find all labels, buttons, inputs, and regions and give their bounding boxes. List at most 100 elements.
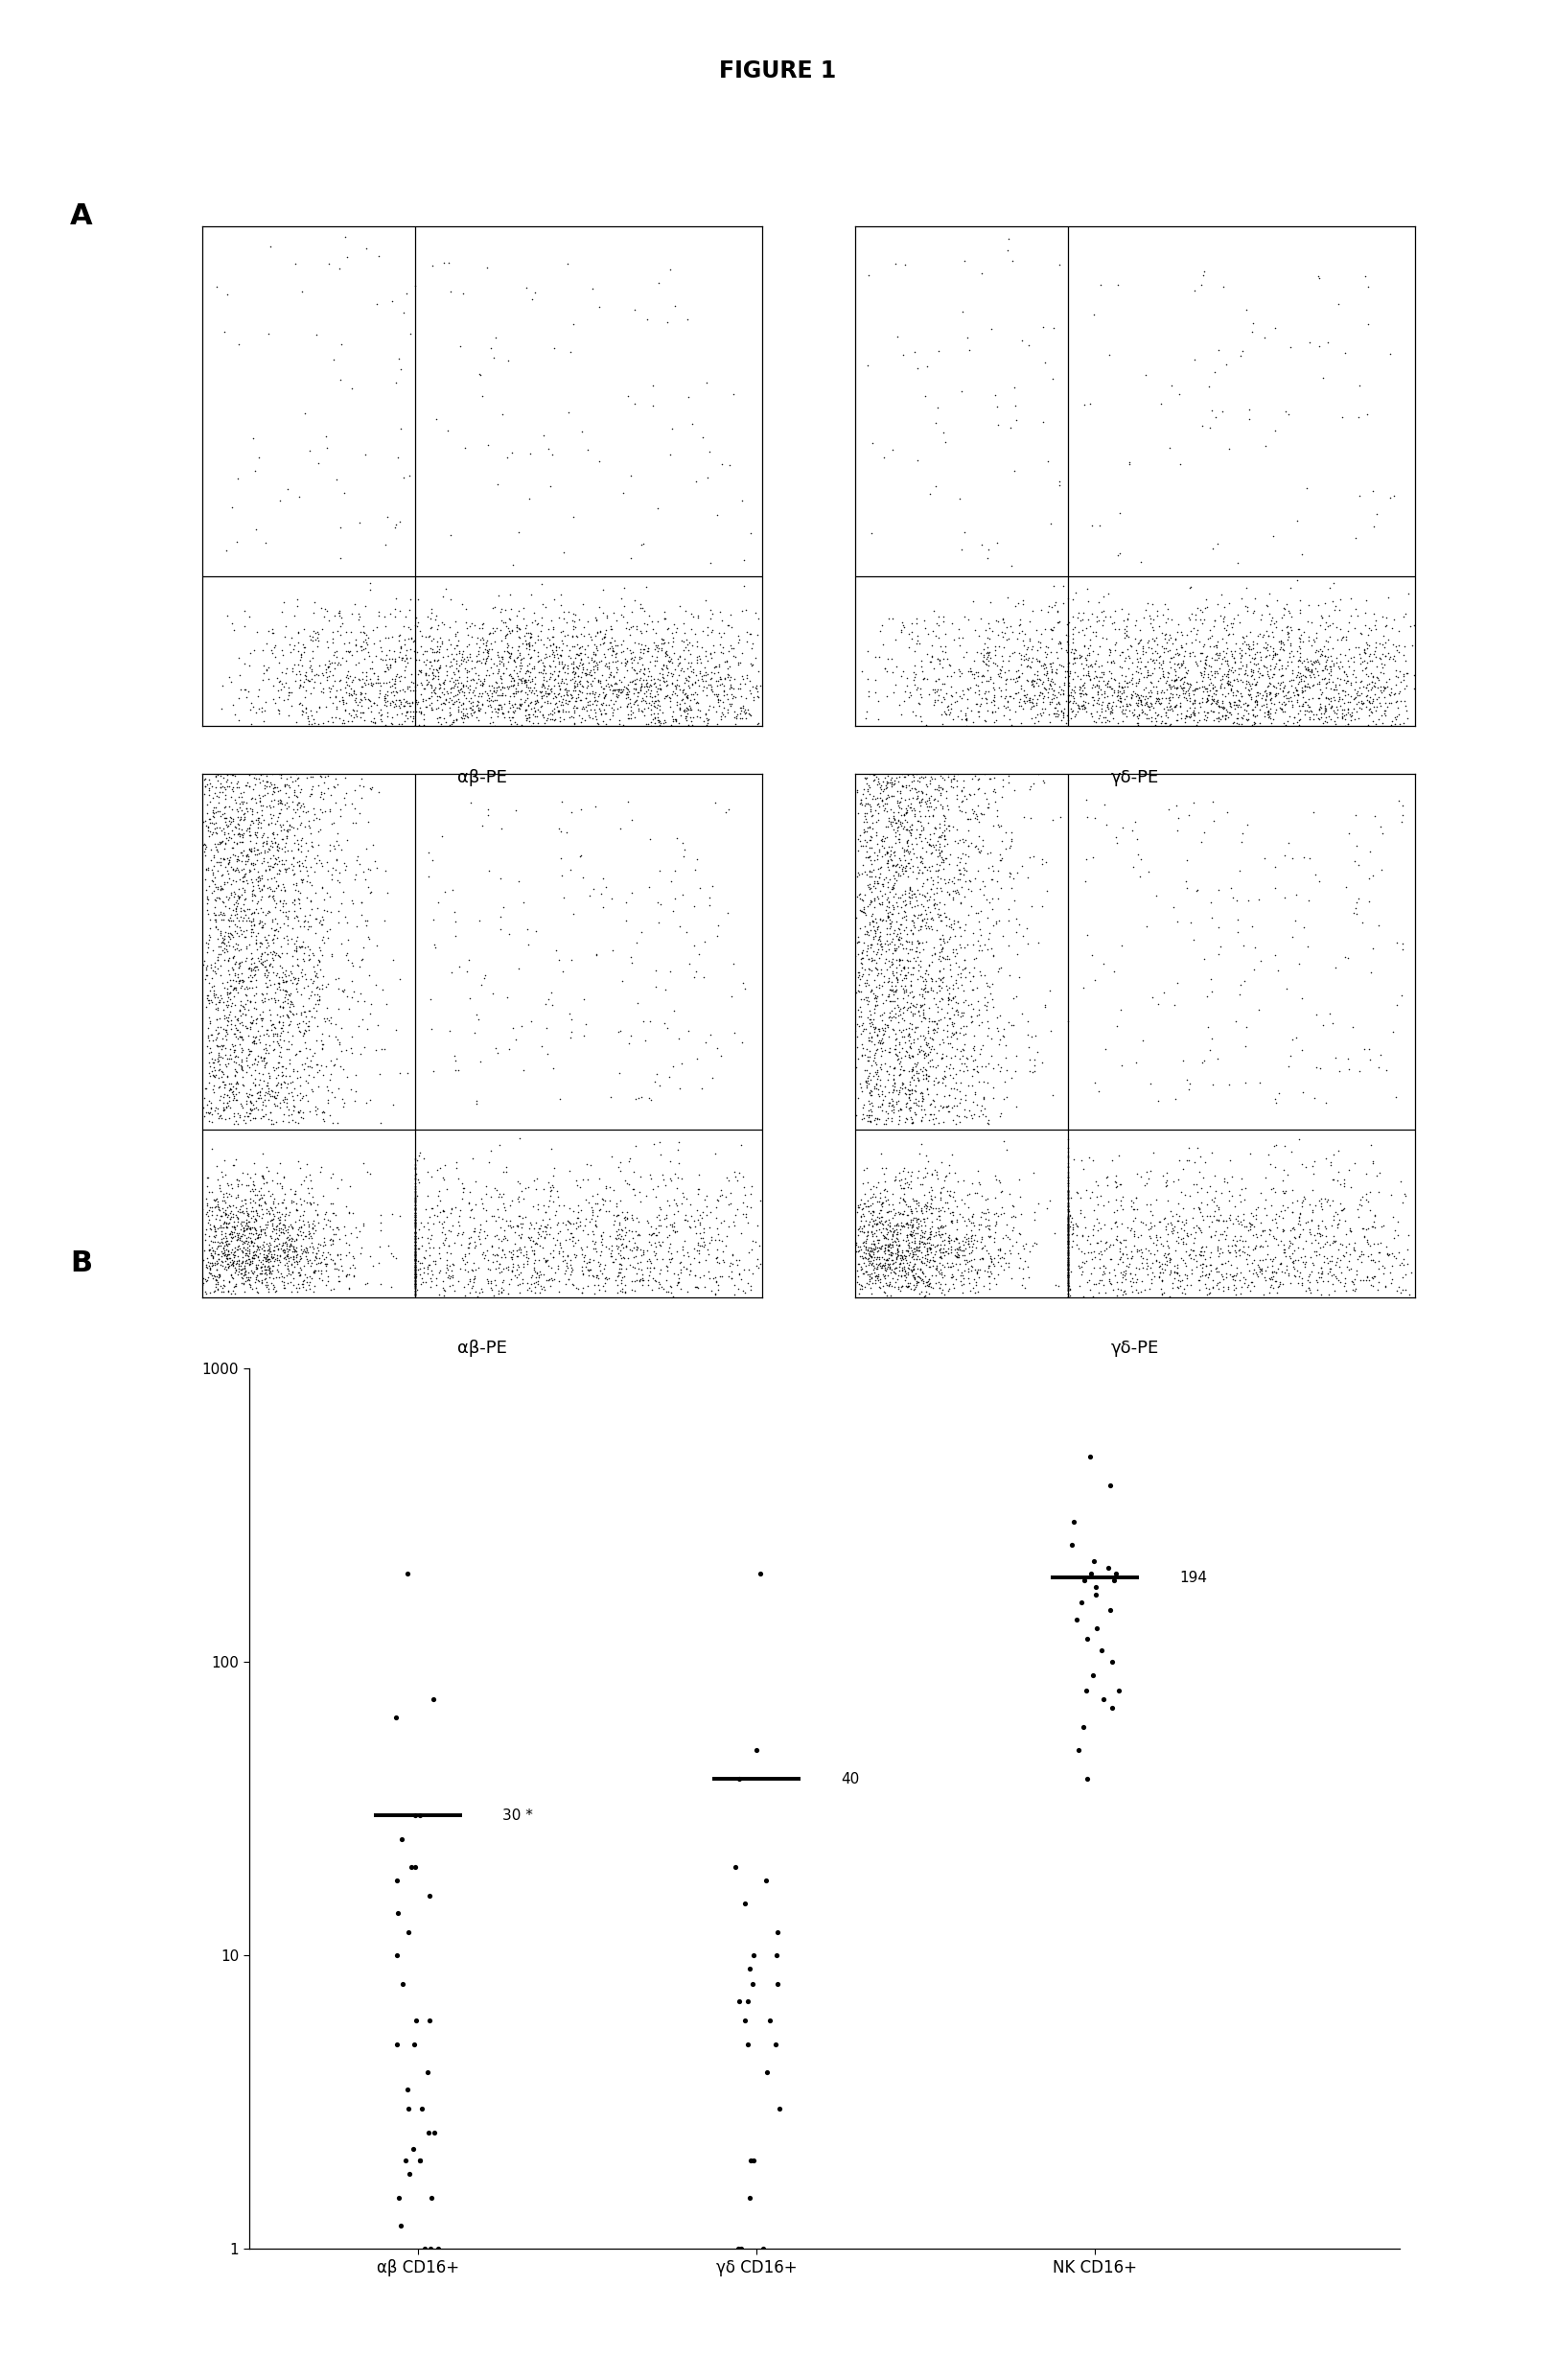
Point [325,643,350,681]
Point [908,1259,933,1297]
Point [944,1238,969,1276]
Point [1322,671,1347,709]
Point [1292,1245,1317,1283]
Point [936,940,961,978]
Point [1148,638,1172,676]
Point [205,1226,230,1264]
Point [510,685,535,724]
Point [348,973,373,1011]
Point [543,628,568,666]
Point [868,900,893,938]
Point [280,938,305,976]
Point [353,1085,378,1123]
Point [403,1226,428,1264]
Point [967,1259,992,1297]
Point [885,1230,910,1269]
Point [930,790,955,828]
Point [541,666,566,704]
Point [1084,1609,1109,1647]
Point [1171,678,1196,716]
Point [1306,1207,1331,1245]
Point [972,638,997,676]
Point [1144,683,1169,721]
Point [202,1219,227,1257]
Point [1317,619,1342,657]
Point [384,505,409,543]
Point [221,1207,246,1245]
Point [949,995,973,1033]
Point [625,674,650,712]
Point [258,226,283,264]
Point [854,978,879,1016]
Point [998,1235,1023,1273]
Point [903,1081,928,1119]
Point [513,614,538,652]
Point [331,971,356,1009]
Point [216,1078,241,1116]
Point [288,635,313,674]
Point [1042,609,1067,647]
Point [286,1104,311,1142]
Point [600,643,625,681]
Point [889,1195,914,1233]
Point [476,797,501,835]
Point [347,795,372,833]
Point [863,1045,888,1083]
Point [1138,1264,1163,1302]
Point [857,1090,882,1128]
Point [1082,645,1107,683]
Point [1120,1273,1144,1311]
Point [1106,704,1130,743]
Point [594,612,619,650]
Point [219,1209,244,1247]
Point [196,1226,221,1264]
Point [403,1207,428,1245]
Point [398,631,423,669]
Point [921,1269,945,1307]
Point [1135,643,1160,681]
Point [1211,588,1236,626]
Point [264,1102,289,1140]
Point [1084,666,1109,704]
Point [286,881,311,919]
Point [325,1021,350,1059]
Point [673,662,698,700]
Point [1174,1233,1199,1271]
Point [1292,671,1317,709]
Point [1314,664,1339,702]
Point [1054,633,1079,671]
Point [1337,700,1362,738]
Point [341,690,365,728]
Point [263,857,288,895]
Point [891,769,916,807]
Point [306,985,331,1023]
Point [678,1254,703,1292]
Point [1095,1157,1120,1195]
Point [204,976,229,1014]
Point [907,1233,931,1271]
Point [274,1226,299,1264]
Point [961,947,986,985]
Point [193,802,218,840]
Point [250,816,275,854]
Point [358,635,383,674]
Point [678,1245,703,1283]
Point [302,795,327,833]
Point [676,643,701,681]
Point [518,1221,543,1259]
Point [362,843,387,881]
Point [944,871,969,909]
Point [1171,1269,1196,1307]
Point [863,914,888,952]
Point [1384,657,1409,695]
Point [288,1081,313,1119]
Point [1056,1197,1081,1235]
Point [1373,1250,1398,1288]
Point [403,1219,428,1257]
Point [224,1197,249,1235]
Point [281,1050,306,1088]
Point [235,1209,260,1247]
Point [1040,612,1065,650]
Point [882,838,907,876]
Point [1216,1233,1241,1271]
